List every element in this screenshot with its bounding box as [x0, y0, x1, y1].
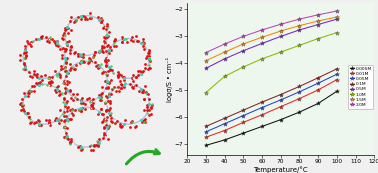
2.0M — [335, 10, 339, 12]
2.0M — [222, 43, 227, 45]
0.01M — [316, 89, 320, 91]
1.0M — [335, 32, 339, 34]
Y-axis label: logσ/S • cm⁻¹: logσ/S • cm⁻¹ — [166, 57, 173, 102]
0.05M — [335, 73, 339, 75]
0.005M — [316, 102, 320, 104]
1.5M — [278, 30, 283, 32]
Line: 0.05M: 0.05M — [204, 72, 339, 134]
2.0M — [278, 23, 283, 25]
1.5M — [316, 20, 320, 22]
Line: 2.0M: 2.0M — [204, 9, 339, 55]
0.1M — [278, 94, 283, 96]
1.0M — [241, 66, 246, 68]
2.0M — [260, 29, 264, 31]
0.5M — [260, 42, 264, 44]
FancyArrowPatch shape — [126, 150, 159, 164]
Line: 0.1M: 0.1M — [204, 67, 339, 129]
0.1M — [316, 77, 320, 79]
0.05M — [316, 82, 320, 84]
1.5M — [260, 36, 264, 38]
2.0M — [297, 18, 302, 20]
0.01M — [335, 79, 339, 81]
X-axis label: Temperature/°C: Temperature/°C — [253, 166, 308, 172]
0.05M — [260, 107, 264, 109]
0.005M — [222, 139, 227, 141]
Line: 0.005M: 0.005M — [204, 89, 339, 148]
2.0M — [316, 14, 320, 16]
1.5M — [203, 60, 208, 62]
0.5M — [297, 29, 302, 31]
1.5M — [241, 43, 246, 45]
0.01M — [203, 136, 208, 138]
0.01M — [297, 98, 302, 100]
0.005M — [260, 125, 264, 128]
0.005M — [203, 144, 208, 146]
0.005M — [241, 132, 246, 134]
1.0M — [222, 75, 227, 78]
2.0M — [203, 52, 208, 54]
0.05M — [241, 115, 246, 117]
0.005M — [278, 119, 283, 121]
0.1M — [203, 125, 208, 128]
0.01M — [278, 106, 283, 108]
1.0M — [316, 38, 320, 40]
0.5M — [278, 35, 283, 38]
0.05M — [203, 131, 208, 133]
0.5M — [222, 58, 227, 60]
0.01M — [241, 121, 246, 123]
1.0M — [297, 44, 302, 46]
0.5M — [241, 50, 246, 52]
Line: 0.5M: 0.5M — [204, 17, 339, 71]
Line: 1.5M: 1.5M — [204, 15, 339, 63]
Legend: 0.005M, 0.01M, 0.05M, 0.1M, 0.5M, 1.0M, 1.5M, 2.0M: 0.005M, 0.01M, 0.05M, 0.1M, 0.5M, 1.0M, … — [348, 65, 373, 109]
1.0M — [278, 51, 283, 53]
Line: 0.01M: 0.01M — [204, 78, 339, 139]
0.01M — [222, 129, 227, 131]
Line: 1.0M: 1.0M — [204, 30, 339, 95]
0.5M — [316, 24, 320, 26]
1.0M — [203, 92, 208, 94]
0.5M — [203, 67, 208, 69]
0.05M — [222, 123, 227, 125]
0.1M — [222, 117, 227, 119]
1.5M — [297, 25, 302, 27]
0.005M — [335, 90, 339, 92]
1.5M — [335, 16, 339, 18]
0.005M — [297, 111, 302, 113]
1.5M — [222, 51, 227, 53]
0.1M — [297, 85, 302, 88]
0.1M — [335, 68, 339, 70]
0.1M — [260, 101, 264, 103]
1.0M — [260, 58, 264, 60]
0.5M — [335, 18, 339, 20]
0.05M — [278, 99, 283, 101]
0.05M — [297, 91, 302, 93]
0.1M — [241, 109, 246, 111]
2.0M — [241, 35, 246, 38]
0.01M — [260, 114, 264, 116]
